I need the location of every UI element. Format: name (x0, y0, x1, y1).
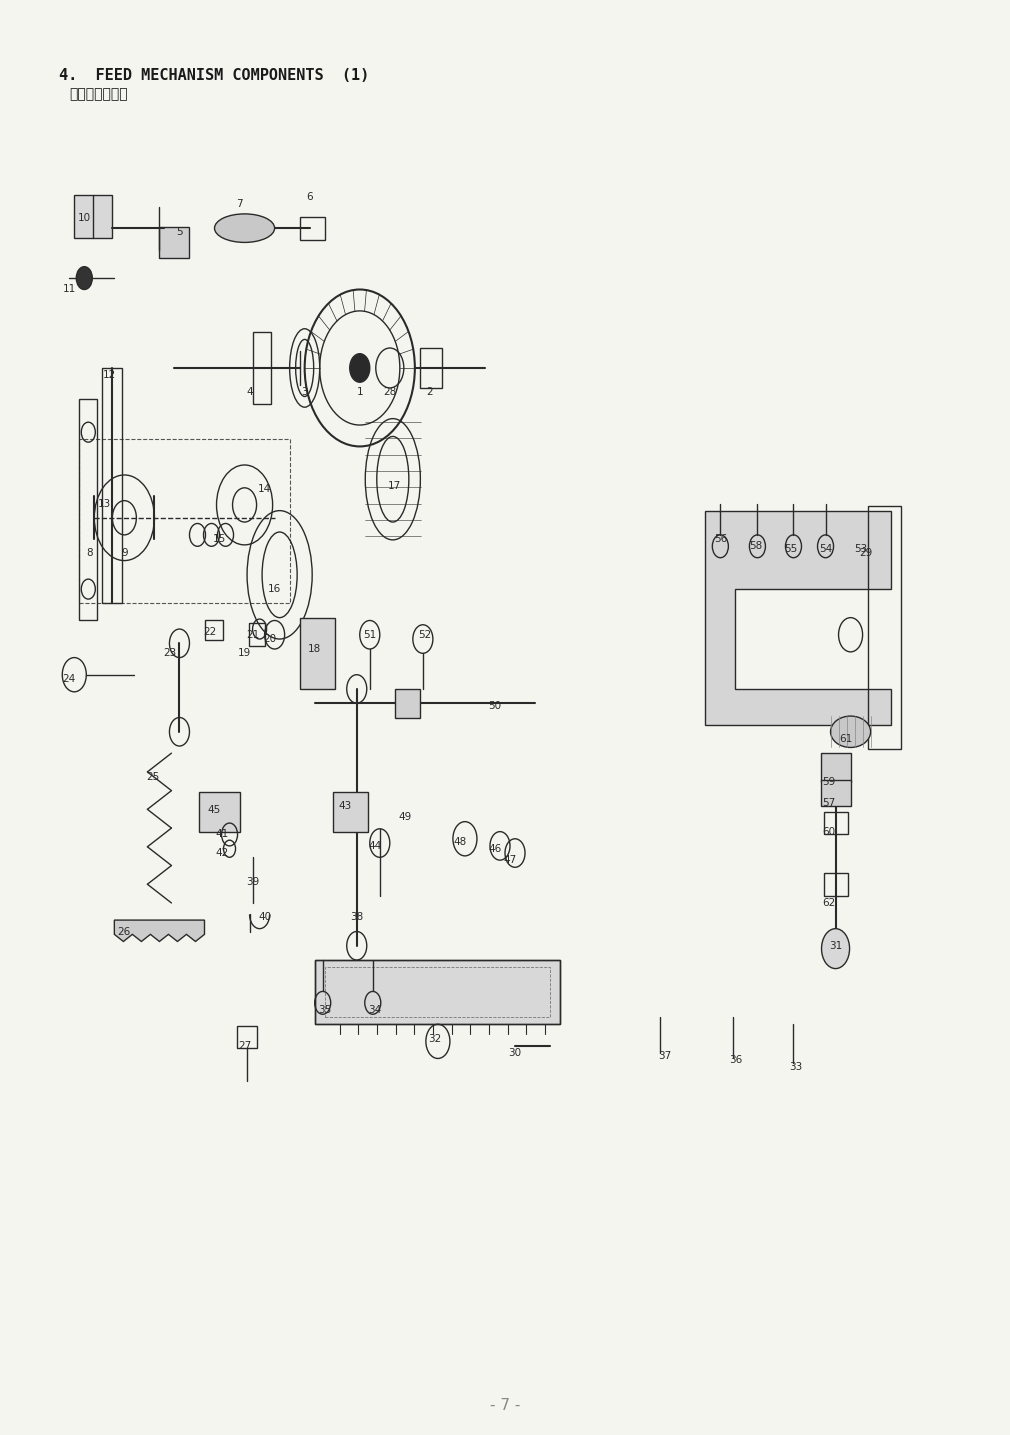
Text: 6: 6 (306, 192, 313, 202)
Bar (252, 333, 271, 403)
Text: 9: 9 (121, 548, 127, 558)
Text: 20: 20 (263, 634, 276, 644)
Text: 62: 62 (822, 898, 835, 908)
Text: 51: 51 (364, 630, 377, 640)
Text: 47: 47 (503, 855, 517, 865)
Text: 50: 50 (489, 702, 502, 712)
Bar (200, 792, 239, 832)
Text: 30: 30 (508, 1048, 521, 1058)
Ellipse shape (214, 214, 275, 243)
Text: 4.  FEED MECHANISM COMPONENTS  (1): 4. FEED MECHANISM COMPONENTS (1) (60, 69, 370, 83)
Text: 11: 11 (63, 284, 76, 294)
Text: 37: 37 (659, 1050, 672, 1060)
Text: 45: 45 (208, 805, 221, 815)
Text: 57: 57 (822, 798, 835, 808)
Text: 48: 48 (453, 837, 467, 847)
Text: 22: 22 (203, 627, 216, 637)
Bar (820, 781, 850, 806)
Text: 29: 29 (858, 548, 873, 558)
Text: 23: 23 (163, 649, 176, 659)
Text: 19: 19 (238, 649, 251, 659)
Text: 1: 1 (357, 387, 363, 397)
Bar (248, 623, 265, 646)
Text: 56: 56 (714, 534, 727, 544)
Bar (315, 960, 561, 1025)
Polygon shape (300, 617, 334, 689)
Text: 49: 49 (398, 812, 411, 822)
Bar (160, 227, 190, 258)
Text: 40: 40 (258, 913, 271, 923)
Text: 35: 35 (318, 1004, 331, 1015)
Text: 7: 7 (236, 199, 242, 210)
Text: 33: 33 (789, 1062, 802, 1072)
Text: 38: 38 (350, 913, 364, 923)
Bar (80, 399, 97, 620)
Text: 10: 10 (78, 214, 91, 224)
Text: 59: 59 (822, 776, 835, 786)
Text: 34: 34 (369, 1004, 382, 1015)
Text: 13: 13 (98, 498, 111, 508)
Bar (395, 689, 420, 718)
Text: 46: 46 (489, 844, 502, 854)
Text: 53: 53 (854, 544, 868, 554)
Text: 61: 61 (839, 733, 852, 743)
Text: 55: 55 (784, 544, 797, 554)
Bar (332, 792, 368, 832)
Text: 18: 18 (308, 644, 321, 654)
Bar (236, 1026, 257, 1049)
Text: 14: 14 (258, 484, 272, 494)
Text: 32: 32 (428, 1033, 441, 1043)
Text: 送り関係（１）: 送り関係（１） (70, 88, 128, 100)
Text: 8: 8 (86, 548, 93, 558)
Text: 4: 4 (246, 387, 252, 397)
Text: 27: 27 (238, 1040, 251, 1050)
Polygon shape (114, 920, 204, 941)
Circle shape (821, 928, 849, 969)
Circle shape (77, 267, 92, 290)
Text: 21: 21 (246, 630, 260, 640)
Bar (80, 439, 290, 603)
Text: 42: 42 (216, 848, 229, 858)
Text: 15: 15 (213, 534, 226, 544)
Bar (300, 217, 324, 240)
Text: 24: 24 (63, 674, 76, 684)
Circle shape (349, 353, 370, 382)
Polygon shape (315, 960, 561, 1025)
Text: 36: 36 (729, 1055, 742, 1065)
Text: 31: 31 (829, 941, 842, 951)
Text: 17: 17 (388, 481, 401, 491)
Text: 43: 43 (338, 801, 351, 811)
Text: 44: 44 (369, 841, 382, 851)
Text: 54: 54 (819, 544, 832, 554)
Bar (823, 812, 847, 835)
Text: 5: 5 (176, 227, 183, 237)
Text: 60: 60 (822, 827, 835, 837)
Text: 26: 26 (118, 927, 131, 937)
Ellipse shape (830, 716, 871, 748)
Polygon shape (705, 511, 891, 725)
Bar (75, 195, 112, 238)
Text: 41: 41 (216, 829, 229, 839)
Text: - 7 -: - 7 - (490, 1398, 520, 1412)
Bar (204, 620, 222, 640)
Text: 2: 2 (426, 387, 433, 397)
Bar (102, 367, 122, 603)
Text: 52: 52 (418, 630, 431, 640)
Bar (420, 349, 442, 387)
Text: 39: 39 (246, 877, 260, 887)
Text: 16: 16 (268, 584, 281, 594)
Text: 25: 25 (145, 772, 159, 782)
Text: 28: 28 (383, 387, 397, 397)
Bar (823, 872, 847, 895)
Bar (324, 967, 550, 1017)
Text: 58: 58 (748, 541, 762, 551)
Text: 12: 12 (103, 370, 116, 380)
Bar (820, 753, 850, 782)
Text: 3: 3 (301, 387, 308, 397)
